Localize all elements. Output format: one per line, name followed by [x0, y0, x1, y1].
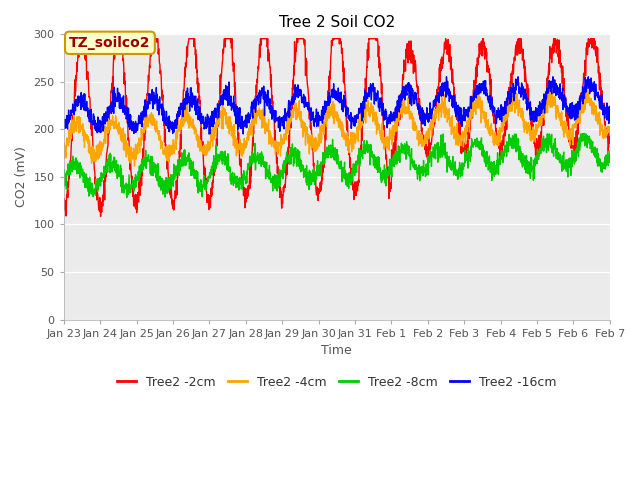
- Text: TZ_soilco2: TZ_soilco2: [69, 36, 150, 50]
- Legend: Tree2 -2cm, Tree2 -4cm, Tree2 -8cm, Tree2 -16cm: Tree2 -2cm, Tree2 -4cm, Tree2 -8cm, Tree…: [112, 371, 561, 394]
- Title: Tree 2 Soil CO2: Tree 2 Soil CO2: [278, 15, 395, 30]
- Y-axis label: CO2 (mV): CO2 (mV): [15, 146, 28, 207]
- X-axis label: Time: Time: [321, 344, 352, 357]
